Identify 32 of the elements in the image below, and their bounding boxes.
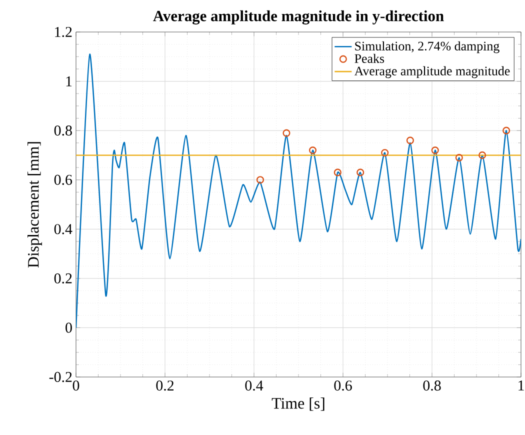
x-tick-label: 0.2 (156, 380, 174, 391)
legend-label: Peaks (354, 54, 384, 63)
point (455, 154, 463, 162)
y-tick-label: 1 (66, 76, 72, 86)
y-tick-label: 0.2 (54, 273, 72, 284)
y-tick-label: 1.2 (55, 26, 72, 38)
point (356, 168, 364, 176)
point (381, 148, 389, 157)
x-tick-label: 0 (72, 380, 80, 391)
y-tick-label: 0.4 (54, 224, 72, 234)
x-tick-label: 0.4 (245, 380, 264, 391)
point (282, 129, 290, 137)
y-axis-title: Displacement [mm] (28, 142, 42, 268)
point (406, 136, 414, 144)
line-series (76, 54, 522, 328)
y-tick-label: 0.8 (54, 125, 72, 136)
legend-label: Average amplitude magnitude (354, 66, 510, 78)
point (431, 146, 439, 154)
point (334, 168, 342, 176)
point (478, 151, 486, 159)
y-tick-label: 0.6 (54, 174, 72, 185)
y-tick-label: -0.2 (49, 372, 72, 382)
point (256, 176, 264, 184)
x-tick-label: 0.6 (334, 380, 352, 391)
x-tick-label: 0.8 (423, 380, 441, 391)
y-tick-label: 0 (66, 322, 72, 333)
chart-title: Average amplitude magnitude in y-direction (153, 10, 444, 24)
point (308, 146, 317, 154)
x-tick-label: 1 (518, 380, 524, 390)
x-axis-title: Time [s] (272, 398, 324, 411)
legend-label: Simulation, 2.74% damping (355, 41, 500, 54)
point (502, 126, 510, 134)
